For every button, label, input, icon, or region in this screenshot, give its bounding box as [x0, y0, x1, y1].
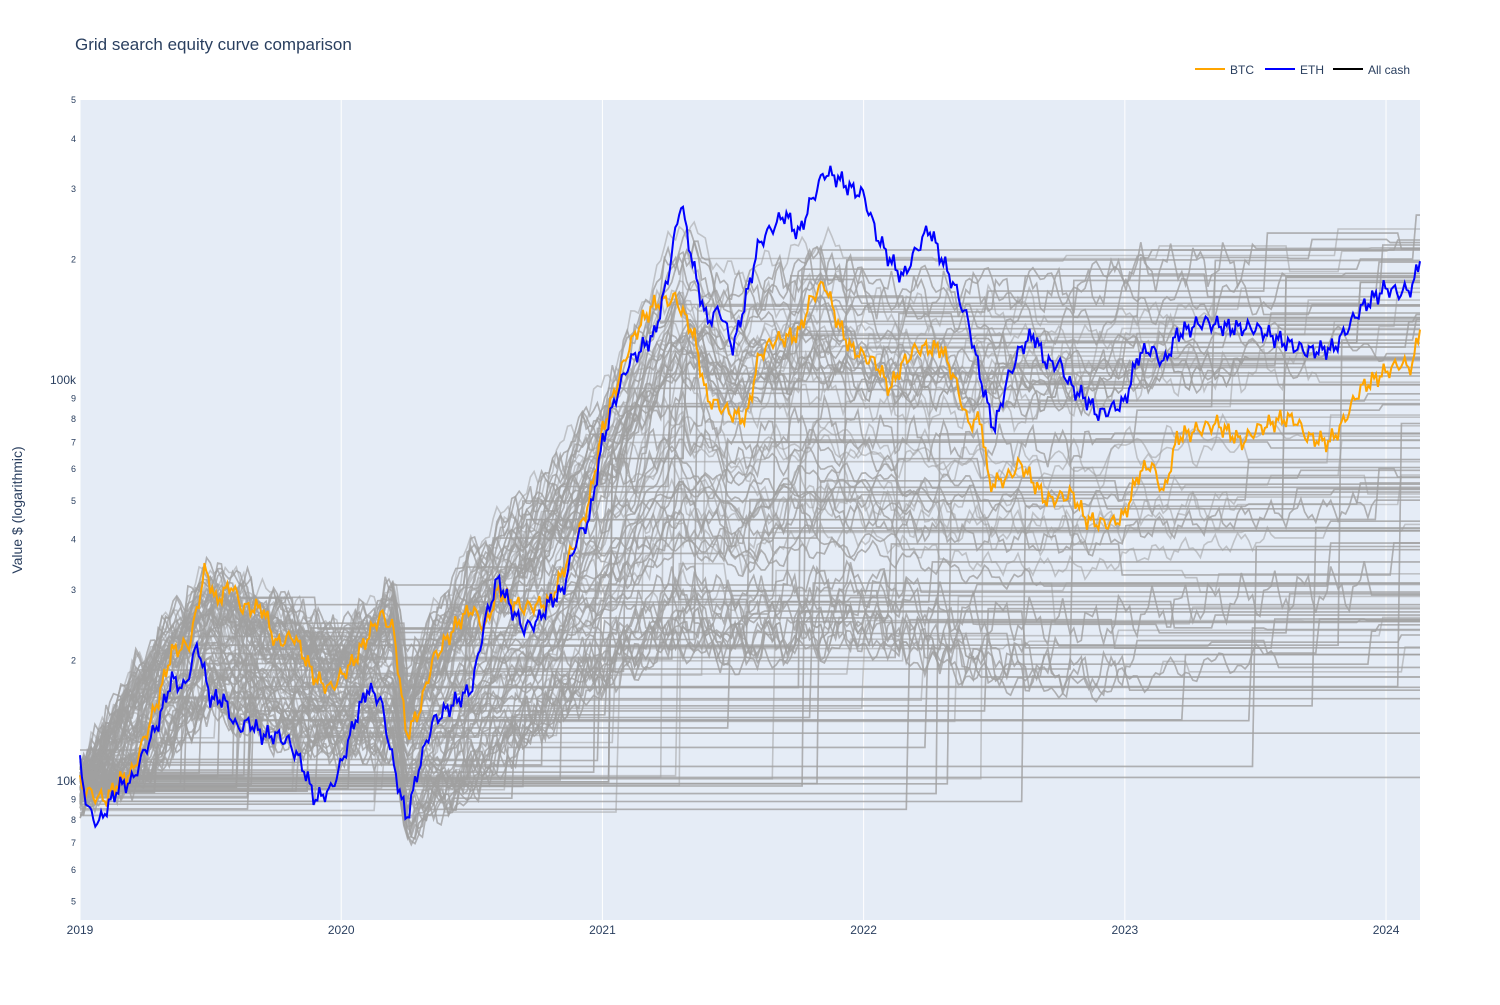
- y-tick-label: 8: [71, 414, 76, 424]
- legend-label: BTC: [1230, 63, 1254, 77]
- y-tick-label: 7: [71, 838, 76, 848]
- y-tick-label: 100k: [50, 373, 77, 387]
- grid-search-curve: [80, 638, 1420, 813]
- legend[interactable]: BTC ETH All cash: [1195, 63, 1410, 77]
- series-lines: [79, 165, 1421, 829]
- y-tick-label: 10k: [57, 774, 77, 788]
- x-tick-label: 2024: [1373, 923, 1400, 937]
- y-tick-label: 5: [71, 897, 76, 907]
- grid-search-curve: [80, 616, 1420, 792]
- y-axis-ticks: 5 6 7 8 9 10k 2 3 4 5 6 7 8 9 100k 2 3 4 5: [50, 95, 77, 907]
- grid-search-curve: [79, 445, 1420, 781]
- legend-item-eth[interactable]: ETH: [1265, 63, 1324, 77]
- y-tick-label: 6: [71, 464, 76, 474]
- grid-search-curve: [80, 482, 1420, 803]
- grid-search-curve: [80, 653, 1420, 798]
- y-tick-label: 2: [71, 655, 76, 665]
- grid-search-curve: [80, 466, 1420, 778]
- grid-search-curve: [79, 601, 1420, 835]
- x-tick-label: 2023: [1111, 923, 1138, 937]
- series-line-eth: [79, 165, 1421, 829]
- grid-search-curve: [79, 376, 1420, 794]
- grid-search-curve: [80, 697, 1420, 794]
- y-tick-label: 2: [71, 255, 76, 265]
- grid-search-curve: [79, 453, 1420, 782]
- grid-search-curve: [79, 587, 1420, 822]
- grid-search-curve: [80, 352, 1420, 783]
- grid-search-curve: [80, 324, 1420, 777]
- x-tick-label: 2019: [67, 923, 94, 937]
- y-tick-label: 8: [71, 815, 76, 825]
- y-tick-label: 5: [71, 496, 76, 506]
- series-line-btc: [79, 280, 1421, 807]
- y-tick-label: 3: [71, 585, 76, 595]
- y-tick-label: 5: [71, 95, 76, 105]
- grid-search-curve: [79, 244, 1420, 783]
- grid-search-curve: [80, 296, 1420, 766]
- y-tick-label: 7: [71, 437, 76, 447]
- grid-search-curve: [79, 232, 1420, 782]
- y-tick-label: 4: [71, 134, 76, 144]
- legend-item-btc[interactable]: BTC: [1195, 63, 1254, 77]
- grid-search-curve: [80, 238, 1420, 788]
- grid-search-curve: [80, 542, 1420, 790]
- grid-search-curve: [80, 582, 1420, 792]
- x-tick-label: 2020: [328, 923, 355, 937]
- legend-label: ETH: [1300, 63, 1324, 77]
- grid-search-curve: [79, 524, 1420, 783]
- grid-search-curve: [79, 561, 1420, 830]
- legend-item-all-cash[interactable]: All cash: [1333, 63, 1410, 77]
- grid-search-curves: [79, 214, 1420, 847]
- y-tick-label: 3: [71, 184, 76, 194]
- grid-search-curve: [79, 594, 1420, 842]
- grid-search-curve: [80, 439, 1420, 787]
- x-axis-ticks: 2019 2020 2021 2022 2023 2024: [67, 923, 1400, 937]
- grid-search-curve: [79, 603, 1420, 840]
- x-tick-label: 2021: [589, 923, 616, 937]
- y-tick-label: 4: [71, 535, 76, 545]
- x-tick-label: 2022: [850, 923, 877, 937]
- grid-search-curve: [80, 491, 1420, 780]
- grid-search-curve: [79, 349, 1420, 792]
- grid-search-curve: [79, 281, 1420, 789]
- y-tick-label: 9: [71, 794, 76, 804]
- grid-search-curve: [79, 576, 1420, 812]
- grid-search-curve: [80, 403, 1420, 781]
- grid-search-curve: [80, 276, 1420, 792]
- legend-label: All cash: [1368, 63, 1410, 77]
- chart-title: Grid search equity curve comparison: [75, 35, 352, 54]
- grid-search-curve: [79, 586, 1420, 823]
- grid-search-curve: [80, 458, 1420, 785]
- y-axis-title: Value $ (logarithmic): [9, 446, 25, 573]
- grid-search-curve: [80, 274, 1420, 771]
- y-tick-label: 9: [71, 394, 76, 404]
- y-tick-label: 6: [71, 865, 76, 875]
- gridlines: [79, 100, 1387, 920]
- grid-search-curve: [80, 732, 1420, 806]
- grid-search-curve: [79, 346, 1420, 787]
- grid-search-curve: [79, 349, 1420, 788]
- grid-search-curve: [80, 545, 1420, 774]
